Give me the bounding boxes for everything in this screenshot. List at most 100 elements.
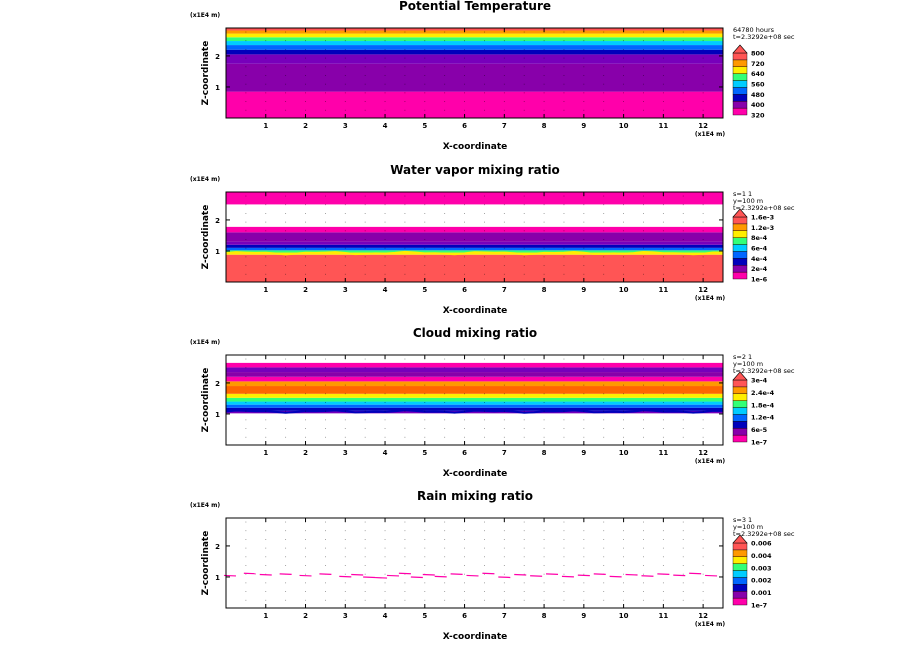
- x-tick-label: 1: [263, 612, 268, 620]
- grid-dot: [424, 195, 426, 197]
- grid-dot: [245, 247, 247, 249]
- grid-dot: [364, 109, 366, 111]
- grid-dot: [344, 384, 346, 386]
- grid-dot: [543, 239, 545, 240]
- grid-dot: [464, 582, 465, 584]
- colorbar-segment: [732, 570, 748, 578]
- grid-dot: [424, 384, 426, 386]
- grid-dot: [424, 367, 426, 369]
- z-axis-label: Z-coordinate: [201, 205, 211, 270]
- grid-dot: [464, 57, 465, 59]
- grid-dot: [563, 230, 565, 232]
- grid-dot: [305, 92, 306, 94]
- z-axis-label: Z-coordinate: [201, 531, 211, 596]
- grid-dot: [265, 591, 267, 592]
- contour-band: [226, 204, 723, 227]
- grid-dot: [424, 92, 426, 94]
- info-line: s=3 1: [733, 516, 752, 524]
- grid-dot: [464, 31, 465, 33]
- grid-dot: [702, 384, 704, 386]
- grid-dot: [305, 109, 306, 111]
- info-line: 64780 hours: [733, 26, 775, 34]
- grid-dot: [305, 521, 306, 523]
- grid-dot: [523, 221, 525, 223]
- grid-dot: [424, 213, 426, 214]
- grid-dot: [523, 247, 525, 249]
- grid-dot: [424, 221, 426, 223]
- grid-dot: [484, 273, 485, 275]
- grid-dot: [523, 49, 525, 50]
- grid-dot: [603, 57, 605, 59]
- grid-dot: [384, 599, 386, 601]
- grid-dot: [285, 66, 287, 68]
- grid-dot: [444, 367, 446, 369]
- grid-dot: [662, 101, 664, 102]
- colorbar-segment: [732, 107, 748, 116]
- grid-dot: [583, 393, 585, 395]
- grid-dot: [543, 582, 545, 584]
- z-tick-label: 2: [215, 53, 220, 61]
- grid-dot: [484, 410, 485, 412]
- grid-dot: [563, 204, 565, 206]
- grid-dot: [583, 384, 585, 386]
- grid-dot: [384, 75, 386, 76]
- grid-dot: [384, 109, 386, 111]
- grid-dot: [245, 265, 247, 266]
- grid-dot: [523, 539, 525, 540]
- rain-point: [498, 576, 511, 579]
- grid-dot: [444, 49, 446, 50]
- grid-dot: [643, 265, 644, 266]
- colorbar-segment: [732, 101, 748, 109]
- grid-dot: [583, 265, 585, 266]
- grid-dot: [325, 109, 326, 111]
- grid-dot: [464, 221, 465, 223]
- grid-dot: [702, 358, 704, 360]
- grid-dot: [583, 195, 585, 197]
- grid-dot: [484, 358, 485, 360]
- grid-dot: [245, 49, 247, 50]
- grid-dot: [384, 410, 386, 412]
- grid-dot: [285, 521, 287, 523]
- rain-point: [363, 576, 376, 579]
- grid-dot: [583, 530, 585, 532]
- grid-dot: [643, 384, 644, 386]
- x-tick-label: 12: [698, 449, 708, 457]
- grid-dot: [384, 57, 386, 59]
- grid-dot: [484, 204, 485, 206]
- grid-dot: [484, 582, 485, 584]
- x-axis-label: X-coordinate: [443, 469, 508, 479]
- grid-dot: [424, 101, 426, 102]
- grid-dot: [662, 109, 664, 111]
- grid-dot: [702, 213, 704, 214]
- grid-dot: [523, 101, 525, 102]
- grid-dot: [503, 393, 505, 395]
- grid-dot: [464, 556, 465, 558]
- grid-dot: [245, 273, 247, 275]
- grid-dot: [682, 573, 684, 575]
- grid-dot: [503, 599, 505, 601]
- grid-dot: [265, 239, 267, 240]
- colorbar-label: 8e-4: [751, 234, 768, 242]
- grid-dot: [265, 31, 267, 33]
- contour-band: [226, 91, 723, 118]
- grid-dot: [464, 49, 465, 50]
- contour-band: [226, 393, 723, 398]
- grid-dot: [543, 436, 545, 438]
- grid-dot: [503, 195, 505, 197]
- colorbar-label: 320: [751, 112, 765, 120]
- x-tick-label: 6: [462, 286, 467, 294]
- contour-band: [226, 362, 723, 368]
- grid-dot: [285, 92, 287, 94]
- grid-dot: [484, 57, 485, 59]
- grid-dot: [404, 547, 406, 549]
- grid-dot: [364, 547, 366, 549]
- grid-dot: [603, 221, 605, 223]
- grid-dot: [285, 109, 287, 111]
- grid-dot: [305, 384, 306, 386]
- grid-dot: [682, 230, 684, 232]
- colorbar-label: 0.004: [751, 552, 772, 560]
- grid-dot: [265, 419, 267, 421]
- grid-dot: [325, 384, 326, 386]
- grid-dot: [643, 599, 644, 601]
- grid-dot: [344, 410, 346, 412]
